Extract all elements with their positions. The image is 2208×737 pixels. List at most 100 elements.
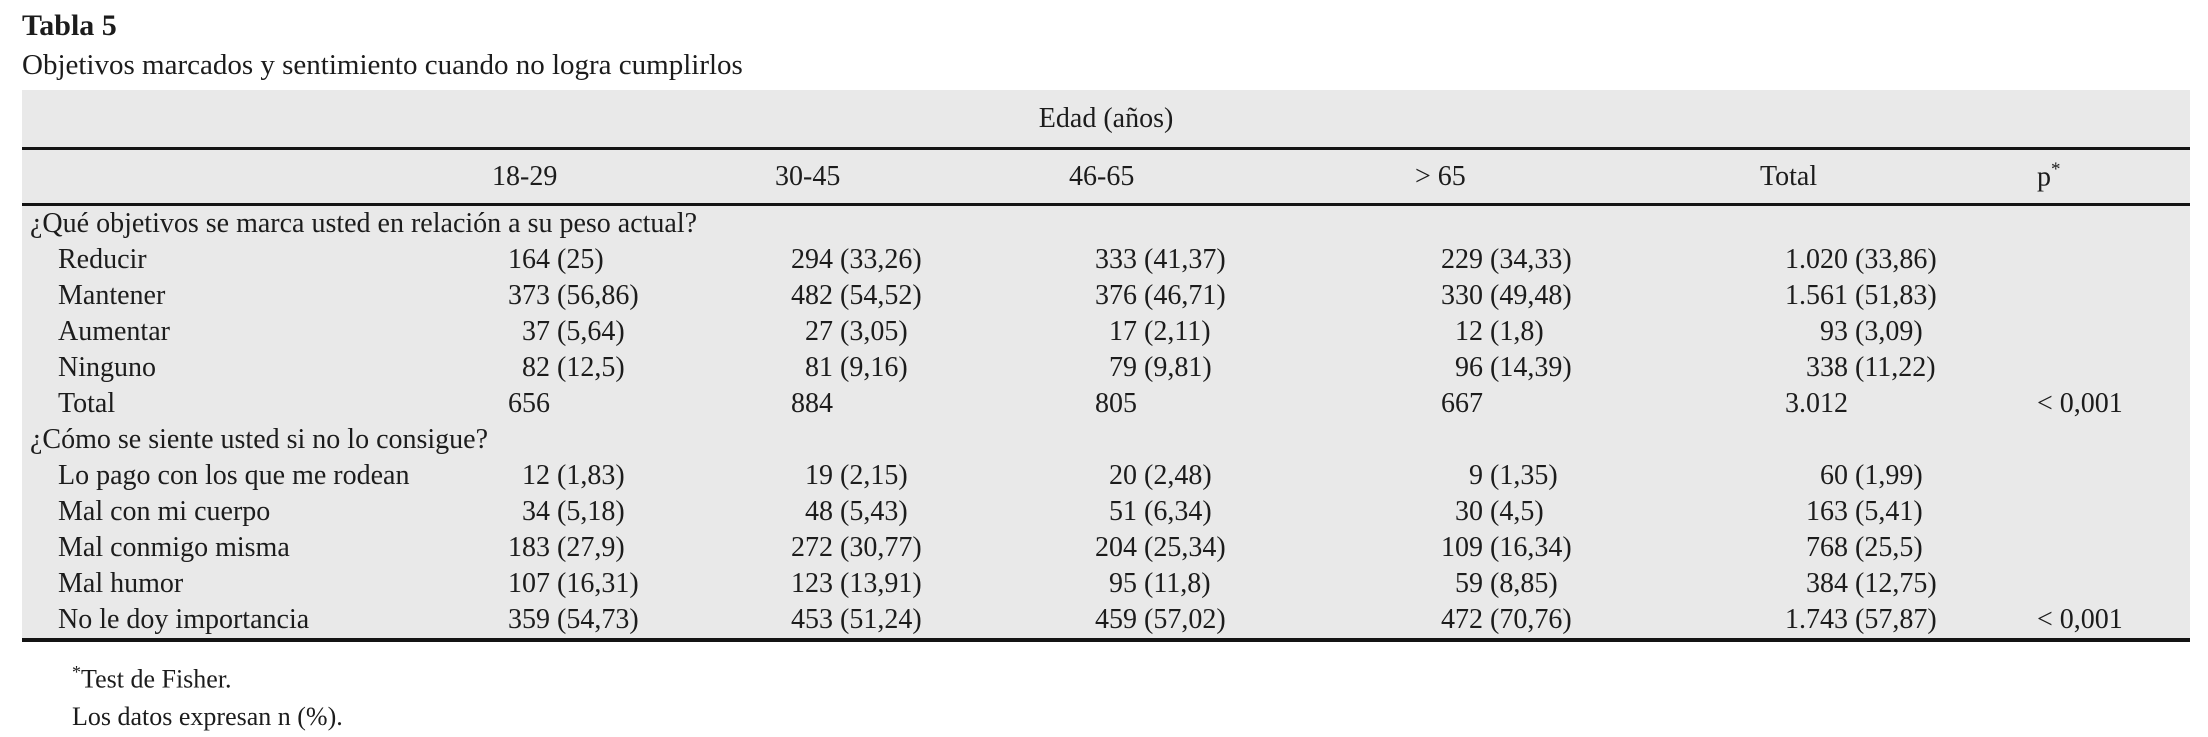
table-row: Mal conmigo misma 183 (27,9) 272 (30,77) 204(… (22, 530, 2190, 566)
value-pct: (51,24) (840, 604, 922, 635)
value-cell: 109 (16,34) (1415, 530, 1760, 566)
value-n: 37 (522, 316, 550, 347)
value-n: 79 (1109, 352, 1137, 383)
value-n: 30 (1455, 496, 1483, 527)
table-row: Mantener 373 (56,86) 482 (54,52) 376 (46,71) 33… (22, 278, 2190, 314)
value-cell: 1.020 (33,86) (1760, 242, 2037, 278)
value-n: 27 (805, 316, 833, 347)
value-n: 373 (508, 280, 550, 311)
value-cell: 330 (49,48) (1415, 278, 1760, 314)
value-cell: 183 (27,9) (492, 530, 775, 566)
value-cell: 272 (30,77) (775, 530, 1069, 566)
value-pct: (27,9) (557, 532, 625, 563)
column-header-4: Total (1760, 148, 2037, 206)
value-pct: (11,8) (1144, 568, 1211, 599)
value-cell: 229 (34,33) (1415, 242, 1760, 278)
column-header-row: 18-29 30-45 46-65 > 65 Total p* (22, 148, 2191, 206)
row-label: Mal humor (58, 568, 184, 599)
p-asterisk: * (2051, 159, 2061, 181)
value-cell: 373 (56,86) (492, 278, 775, 314)
value-cell: 12 (1,83) (492, 458, 775, 494)
value-cell: 164 (25) (492, 242, 775, 278)
value-cell: 17 (2,11) (1069, 314, 1415, 350)
value-n: 656 (508, 388, 550, 419)
group-header-row: Edad (años) (22, 90, 2191, 150)
footnotes: *Test de Fisher. Los datos expresan n (%… (72, 654, 2190, 735)
value-pct: (2,11) (1144, 316, 1211, 347)
value-pct: (70,76) (1490, 604, 1572, 635)
value-cell: 453 (51,24) (775, 602, 1069, 640)
value-cell: 81 (9,16) (775, 350, 1069, 386)
p-value-cell (2037, 314, 2190, 350)
value-n: 9 (1469, 460, 1483, 491)
value-pct: (13,91) (840, 568, 922, 599)
value-cell: 9 (1,35) (1415, 458, 1760, 494)
value-pct: (1,83) (557, 460, 625, 491)
value-pct: (14,39) (1490, 352, 1572, 383)
value-cell: 34 (5,18) (492, 494, 775, 530)
value-n: 459 (1095, 604, 1137, 635)
value-pct: (6,34) (1144, 496, 1212, 527)
value-n: 805 (1095, 388, 1137, 419)
value-pct: (5,64) (557, 316, 625, 347)
value-n: 60 (1820, 460, 1848, 491)
value-pct: (12,75) (1855, 568, 1937, 599)
value-pct: (57,02) (1144, 604, 1226, 635)
row-label: Lo pago con los que me rodean (58, 460, 410, 491)
value-cell: 82 (12,5) (492, 350, 775, 386)
value-pct: (8,85) (1490, 568, 1558, 599)
column-header-2: 46-65 (1069, 148, 1415, 206)
value-cell: 294 (33,26) (775, 242, 1069, 278)
value-n: 109 (1441, 532, 1483, 563)
table-row: Total 656 884 805 667 3.012 < 0,001 (22, 386, 2190, 422)
value-pct: (12,5) (557, 352, 625, 383)
value-pct: (11,22) (1855, 352, 1936, 383)
table-row: Mal humor 107 (16,31) 123 (13,91) 95 (11,8) 59(… (22, 566, 2190, 602)
table-row: Aumentar 37 (5,64) 27 (3,05) 17 (2,11) 12 (1,8) 9… (22, 314, 2190, 350)
value-n: 48 (805, 496, 833, 527)
value-cell: 51 (6,34) (1069, 494, 1415, 530)
value-pct: (57,87) (1855, 604, 1937, 635)
column-header-p: p* (2037, 148, 2191, 206)
value-cell: 30 (4,5) (1415, 494, 1760, 530)
value-pct: (25,34) (1144, 532, 1226, 563)
value-pct: (46,71) (1144, 280, 1226, 311)
value-n: 1.743 (1785, 604, 1848, 635)
value-cell: 59 (8,85) (1415, 566, 1760, 602)
value-pct: (9,16) (840, 352, 908, 383)
footnote-text: Los datos expresan n (%). (72, 701, 343, 731)
value-n: 51 (1109, 496, 1137, 527)
value-pct: (16,31) (557, 568, 639, 599)
value-cell: 459 (57,02) (1069, 602, 1415, 640)
table-row: ¿Cómo se siente usted si no lo consigue? (22, 422, 2190, 458)
value-n: 164 (508, 244, 550, 275)
value-cell: 384 (12,75) (1760, 566, 2037, 602)
value-cell: 107 (16,31) (492, 566, 775, 602)
value-cell: 656 (492, 386, 775, 422)
value-n: 19 (805, 460, 833, 491)
value-cell: 1.743 (57,87) (1760, 602, 2037, 640)
value-cell: 204 (25,34) (1069, 530, 1415, 566)
value-n: 163 (1806, 496, 1848, 527)
value-pct: (5,41) (1855, 496, 1923, 527)
p-value-cell: < 0,001 (2037, 604, 2123, 635)
p-value-cell (2037, 494, 2190, 530)
group-header-edad: Edad (años) (22, 90, 2191, 150)
value-cell: 482 (54,52) (775, 278, 1069, 314)
value-n: 338 (1806, 352, 1848, 383)
value-n: 359 (508, 604, 550, 635)
value-pct: (33,86) (1855, 244, 1937, 275)
value-cell: 163 (5,41) (1760, 494, 2037, 530)
row-label: Reducir (58, 244, 147, 275)
value-n: 183 (508, 532, 550, 563)
value-n: 20 (1109, 460, 1137, 491)
value-n: 12 (522, 460, 550, 491)
table-title: Tabla 5 (22, 9, 117, 42)
value-n: 3.012 (1785, 388, 1848, 419)
value-pct: (9,81) (1144, 352, 1212, 383)
value-cell: 338 (11,22) (1760, 350, 2037, 386)
value-pct: (1,8) (1490, 316, 1544, 347)
value-n: 12 (1455, 316, 1483, 347)
value-n: 376 (1095, 280, 1137, 311)
